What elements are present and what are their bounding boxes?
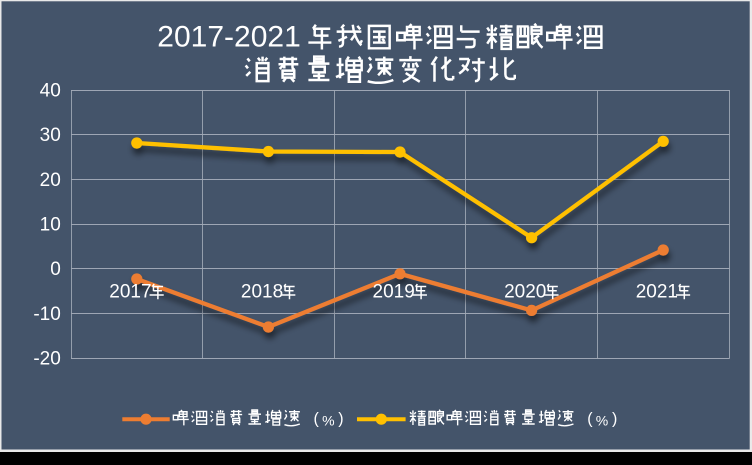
svg-text:2018: 2018 [241,282,283,303]
svg-text:(: ( [314,410,320,427]
svg-text:2017-2021: 2017-2021 [157,20,300,53]
svg-text:10: 10 [40,215,61,236]
svg-text:20: 20 [40,170,61,191]
svg-text:30: 30 [40,125,61,146]
svg-text:%: % [322,412,334,428]
svg-text:40: 40 [40,81,61,102]
svg-text:-20: -20 [33,349,60,370]
svg-text:(: ( [587,410,593,427]
svg-text:): ) [612,410,617,427]
svg-text:%: % [596,412,608,428]
svg-text:2017: 2017 [109,282,151,303]
svg-text:2019: 2019 [373,282,415,303]
svg-text:): ) [338,410,343,427]
svg-text:2020: 2020 [504,282,546,303]
svg-text:0: 0 [50,259,61,280]
svg-text:-10: -10 [33,304,60,325]
svg-text:2021: 2021 [636,282,678,303]
